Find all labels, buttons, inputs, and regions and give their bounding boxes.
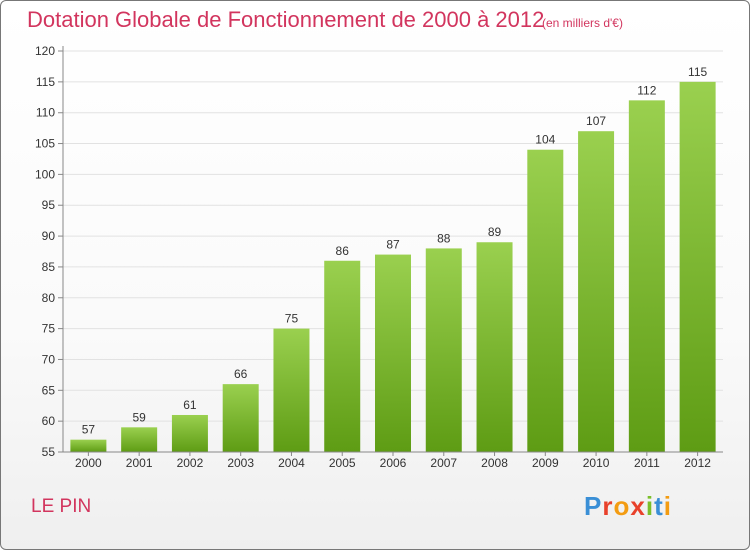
proxiti-logo: Proxiti — [584, 491, 672, 522]
bar-2008 — [476, 242, 513, 452]
y-tick-label: 55 — [42, 445, 56, 459]
value-label-2011: 112 — [637, 83, 656, 97]
bar-2003 — [222, 384, 259, 452]
bar-2000 — [70, 439, 107, 452]
value-label-2004: 75 — [285, 312, 299, 326]
value-label-2010: 107 — [586, 114, 606, 128]
logo-letter: x — [630, 491, 646, 521]
bars — [70, 81, 716, 452]
chart-unit-label: (en milliers d'€) — [542, 16, 623, 30]
logo-letter: r — [602, 491, 614, 521]
y-tick-label: 115 — [36, 75, 55, 89]
value-label-2008: 89 — [488, 225, 502, 239]
logo-letter: P — [584, 491, 603, 521]
x-tick-label-2012: 2012 — [684, 456, 711, 470]
bar-2005 — [324, 260, 361, 452]
value-label-2000: 57 — [82, 423, 96, 437]
y-tick-label: 120 — [35, 44, 55, 58]
chart-title: Dotation Globale de Fonctionnement de 20… — [27, 7, 545, 32]
y-tick-label: 105 — [35, 137, 55, 151]
bar-2004 — [273, 328, 310, 452]
bar-2007 — [425, 248, 462, 452]
value-label-2005: 86 — [336, 244, 350, 258]
value-label-2012: 115 — [688, 65, 707, 79]
x-tick-label-2011: 2011 — [634, 456, 660, 470]
bar-2006 — [375, 254, 411, 452]
x-tick-label-2010: 2010 — [583, 456, 610, 470]
value-label-2002: 61 — [183, 398, 197, 412]
x-tick-label-2004: 2004 — [278, 456, 305, 470]
value-labels: 57 59 61 66 75 86 87 88 89 104 107 112 115 — [82, 65, 708, 437]
bar-2009 — [527, 149, 564, 452]
x-tick-label-2008: 2008 — [481, 456, 508, 470]
value-label-2009: 104 — [535, 133, 555, 147]
y-tick-label: 100 — [35, 167, 55, 181]
x-tick-label-2007: 2007 — [430, 456, 457, 470]
bar-2002 — [171, 414, 208, 452]
y-tick-label: 80 — [42, 291, 56, 305]
value-label-2007: 88 — [437, 231, 451, 245]
value-label-2001: 59 — [132, 410, 146, 424]
value-label-2006: 87 — [386, 238, 400, 252]
logo-letter: i — [645, 491, 655, 521]
y-tick-label: 75 — [42, 322, 56, 336]
x-tick-label-2000: 2000 — [75, 456, 102, 470]
logo-letter: o — [613, 491, 631, 521]
y-tick-label: 65 — [42, 383, 56, 397]
logo-letter: t — [654, 491, 664, 521]
x-tick-label-2002: 2002 — [177, 456, 204, 470]
x-tick-label-2001: 2001 — [126, 456, 153, 470]
x-tick-label-2003: 2003 — [227, 456, 254, 470]
y-tick-label: 110 — [36, 106, 55, 120]
x-tick-label-2009: 2009 — [532, 456, 559, 470]
x-tick-label-2006: 2006 — [380, 456, 407, 470]
y-tick-label: 95 — [42, 198, 56, 212]
y-tick-label: 60 — [42, 414, 56, 428]
axes: 55 60 65 70 75 80 85 90 95 100 105 110 115 120 2000 200… — [35, 44, 723, 470]
bar-2011 — [628, 100, 665, 452]
bar-2001 — [121, 427, 158, 452]
logo-letter: i — [663, 491, 672, 521]
y-tick-label: 85 — [42, 260, 56, 274]
x-tick-label-2005: 2005 — [329, 456, 356, 470]
y-tick-label: 90 — [42, 229, 56, 243]
commune-name: LE PIN — [31, 496, 92, 517]
y-tick-label: 70 — [42, 352, 56, 366]
bar-2012 — [679, 81, 716, 452]
value-label-2003: 66 — [234, 367, 248, 381]
bar-2010 — [578, 131, 615, 452]
